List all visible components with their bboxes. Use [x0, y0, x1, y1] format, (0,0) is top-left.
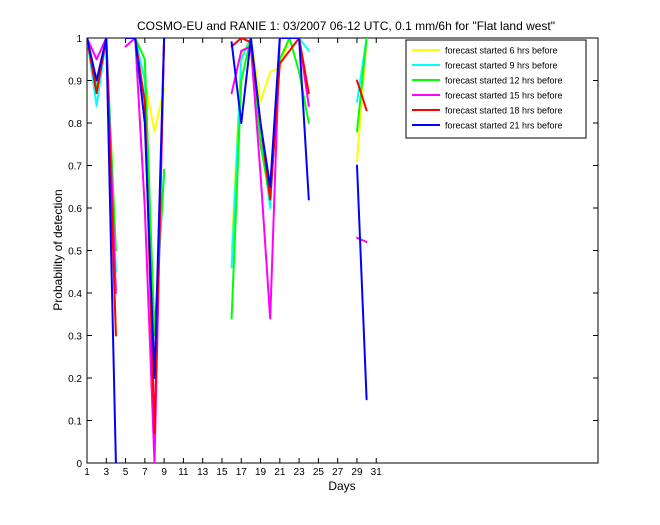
y-tick-label: 0.2 [68, 374, 82, 385]
legend: forecast started 6 hrs before forecast st… [405, 39, 587, 139]
y-tick-label: 0.5 [68, 247, 82, 258]
x-tick-label: 17 [236, 467, 248, 478]
y-tick-label: 0.9 [68, 77, 82, 88]
legend-label: forecast started 18 hrs before [445, 106, 563, 116]
legend-label: forecast started 6 hrs before [445, 46, 558, 56]
legend-label: forecast started 12 hrs before [445, 76, 563, 86]
series-line [124, 38, 166, 435]
series-line [356, 79, 368, 112]
series-lines [87, 38, 368, 463]
x-tick-label: 19 [255, 467, 267, 478]
series-line [87, 38, 117, 463]
x-tick-label: 31 [371, 467, 383, 478]
x-tick-label: 7 [142, 467, 148, 478]
x-tick-label: 21 [274, 467, 286, 478]
legend-box [405, 39, 587, 139]
x-tick-label: 5 [123, 467, 129, 478]
x-tick-label: 29 [351, 467, 363, 478]
series-line [230, 38, 310, 201]
series-line [124, 38, 166, 379]
y-axis-label: Probability of detection [51, 189, 65, 310]
x-tick-label: 11 [178, 467, 189, 478]
y-tick-label: 0.7 [68, 162, 82, 173]
series-line [230, 38, 310, 269]
x-tick-label: 15 [216, 467, 228, 478]
x-tick-label: 27 [332, 467, 344, 478]
x-axis-label: Days [328, 479, 355, 493]
series-line [230, 38, 310, 320]
x-tick-label: 25 [313, 467, 325, 478]
y-tick-label: 1 [76, 34, 82, 45]
legend-label: forecast started 15 hrs before [445, 91, 563, 101]
y-tick-label: 0.4 [68, 289, 82, 300]
x-tick-label: 1 [84, 467, 90, 478]
series-line [356, 38, 368, 133]
y-tick-label: 0.8 [68, 119, 82, 130]
x-tick-label: 23 [294, 467, 306, 478]
x-tick-label: 9 [161, 467, 167, 478]
series-line [356, 236, 368, 243]
y-tick-label: 0.6 [68, 204, 82, 215]
plot-area: 00.10.20.30.40.50.60.70.80.911 3 5 7 9 11 13 15… [68, 34, 599, 478]
series-line [230, 38, 310, 201]
legend-label: forecast started 21 hrs before [445, 121, 563, 131]
legend-label: forecast started 9 hrs before [445, 61, 558, 71]
x-tick-label: 13 [197, 467, 209, 478]
y-tick-label: 0.1 [68, 417, 82, 428]
y-tick-label: 0 [76, 459, 82, 470]
chart-title: COSMO-EU and RANIE 1: 03/2007 06-12 UTC,… [137, 19, 555, 33]
x-tick-label: 3 [104, 467, 110, 478]
y-tick-label: 0.3 [68, 332, 82, 343]
series-line [87, 38, 117, 337]
series-line [356, 164, 368, 401]
